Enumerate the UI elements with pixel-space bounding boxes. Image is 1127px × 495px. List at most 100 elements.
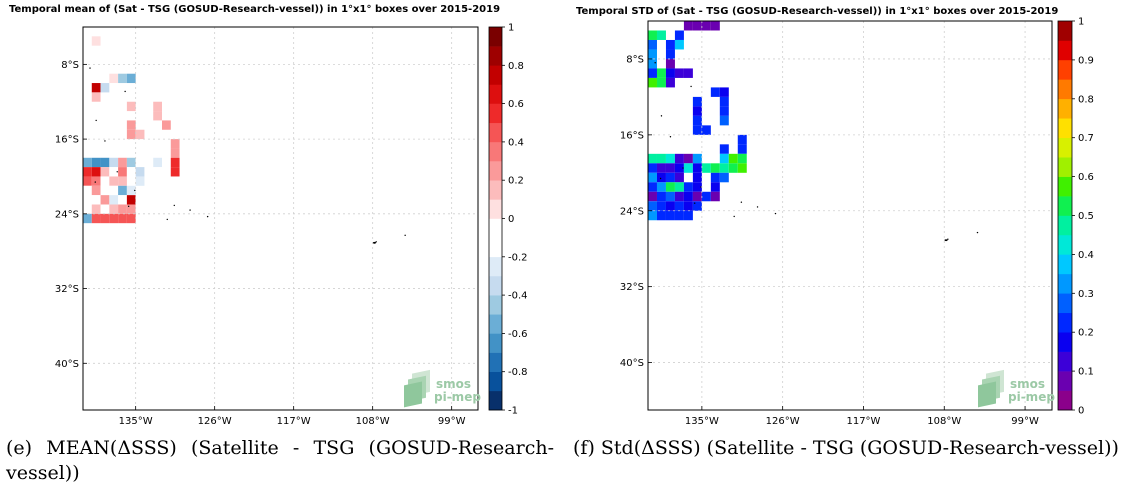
- colorbar-segment: [489, 295, 502, 315]
- colorbar-segment: [489, 199, 502, 219]
- data-cell: [126, 195, 136, 205]
- y-tick-label: 40°S: [55, 359, 79, 370]
- data-cell: [100, 195, 110, 205]
- data-cell: [118, 157, 127, 168]
- data-cell: [91, 204, 101, 214]
- data-cell: [100, 45, 110, 56]
- colorbar-segment: [1058, 137, 1072, 158]
- colorbar-tick-label: 0.8: [508, 61, 524, 72]
- data-cell: [674, 191, 684, 202]
- colorbar-segment: [1058, 312, 1072, 333]
- colorbar-segment: [1058, 79, 1072, 100]
- colorbar-segment: [489, 27, 502, 47]
- data-cell: [665, 191, 675, 202]
- data-cell: [683, 210, 693, 221]
- colorbar-tick-label: -0.2: [508, 252, 528, 263]
- data-cell: [126, 36, 136, 46]
- logo-text-smos: smos: [1010, 377, 1045, 391]
- data-cell: [162, 157, 171, 168]
- island-dot: [173, 204, 175, 207]
- data-cell: [656, 153, 666, 164]
- data-cell: [109, 185, 119, 196]
- data-cell: [648, 68, 657, 78]
- colorbar-segment: [1058, 390, 1072, 411]
- x-tick-label: 99°W: [438, 416, 466, 427]
- colorbar-tick-label: 0.6: [1078, 172, 1094, 183]
- island-dot: [404, 234, 406, 237]
- data-cell: [170, 148, 180, 158]
- data-cell: [153, 167, 162, 177]
- data-cell: [737, 163, 747, 173]
- data-cell: [126, 167, 136, 177]
- colorbar-tick-label: 1: [508, 23, 514, 34]
- data-cell: [118, 185, 127, 196]
- data-cell: [719, 172, 729, 183]
- island-dot: [756, 206, 759, 208]
- data-cells: [83, 36, 180, 224]
- data-cell: [170, 139, 180, 149]
- data-cell: [701, 163, 711, 173]
- colorbar-segment: [1058, 215, 1072, 236]
- island-dot: [740, 201, 743, 203]
- island-dot: [693, 202, 696, 204]
- data-cell: [665, 77, 675, 88]
- island-dot: [660, 115, 663, 117]
- data-cell: [648, 210, 657, 221]
- data-cell: [692, 21, 702, 31]
- island-dot: [206, 215, 209, 218]
- data-cell: [692, 153, 702, 164]
- data-cell: [719, 115, 729, 126]
- colorbar-segment: [489, 314, 502, 334]
- data-cell: [135, 176, 145, 186]
- island-dot: [116, 171, 118, 173]
- y-tick-label: 8°S: [626, 54, 644, 65]
- colorbar-tick-label: 0.2: [1078, 328, 1094, 339]
- colorbar-tick-label: 0.8: [1078, 94, 1094, 105]
- island-dot: [654, 62, 656, 64]
- x-tick-label: 99°W: [1011, 416, 1039, 427]
- data-cell: [683, 163, 693, 173]
- data-cell: [648, 182, 657, 192]
- data-cell: [674, 153, 684, 164]
- data-cell: [170, 167, 180, 177]
- data-cell: [674, 182, 684, 192]
- data-cell: [674, 39, 684, 50]
- y-tick-label: 8°S: [61, 60, 79, 71]
- island-dot: [944, 239, 948, 242]
- data-cell: [665, 153, 675, 164]
- colorbar-segment: [489, 65, 502, 85]
- data-cell: [648, 39, 657, 50]
- data-cell: [683, 68, 693, 78]
- x-tick-label: 117°W: [277, 416, 311, 427]
- panel-mean: Temporal mean of (Sat - TSG (GOSUD-Resea…: [0, 0, 560, 495]
- colorbar-tick-label: 0.2: [508, 176, 524, 187]
- data-cell: [126, 204, 136, 214]
- x-tick-label: 108°W: [356, 416, 390, 427]
- data-cell: [91, 157, 101, 168]
- colorbar-segment: [1058, 21, 1072, 41]
- data-cells: [648, 21, 747, 221]
- data-cell: [83, 195, 92, 205]
- data-cell: [126, 101, 136, 112]
- colorbar-segment: [489, 161, 502, 181]
- data-cell: [100, 157, 110, 168]
- data-cell: [692, 163, 702, 173]
- data-cell: [656, 182, 666, 192]
- colorbar-tick-label: 0: [508, 214, 514, 225]
- data-cell: [692, 125, 702, 135]
- data-cell: [91, 92, 101, 102]
- data-cell: [656, 30, 666, 40]
- data-cell: [656, 210, 666, 221]
- data-cell: [692, 115, 702, 126]
- y-tick-label: 32°S: [620, 282, 644, 293]
- colorbar-segment: [489, 275, 502, 296]
- colorbar-segment: [489, 141, 502, 162]
- colorbar-segment: [489, 390, 502, 411]
- island-dot: [166, 218, 168, 221]
- data-cell: [710, 182, 720, 192]
- data-cell: [109, 195, 119, 205]
- data-cell: [728, 153, 738, 164]
- island-dot: [659, 177, 662, 180]
- colorbar-tick-label: 0: [1078, 406, 1084, 417]
